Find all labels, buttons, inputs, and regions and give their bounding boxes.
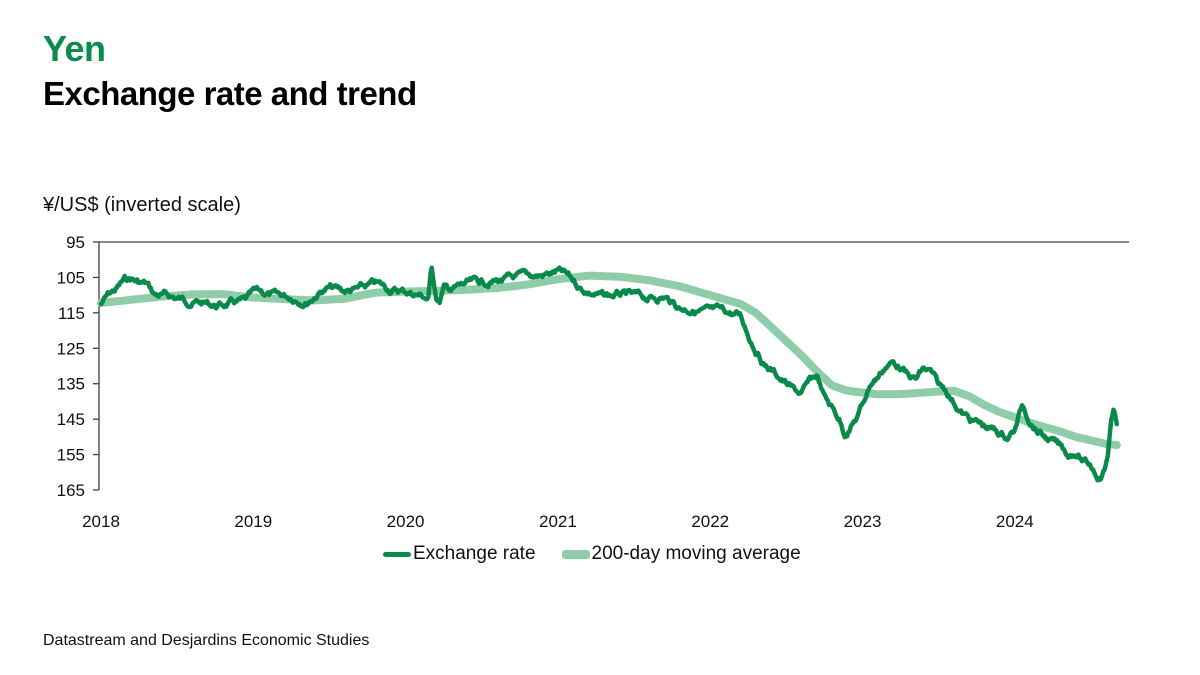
x-tick-label: 2021 (539, 512, 577, 531)
y-tick-label: 165 (57, 481, 85, 500)
x-tick-label: 2023 (844, 512, 882, 531)
x-tick-label: 2022 (691, 512, 729, 531)
source-note: Datastream and Desjardins Economic Studi… (43, 632, 370, 649)
legend-item-moving-average: 200-day moving average (561, 543, 801, 565)
chart-title-currency: Yen (43, 28, 106, 69)
y-tick-label: 105 (57, 268, 85, 287)
y-tick-label: 145 (57, 410, 85, 429)
y-tick-label: 115 (58, 304, 85, 323)
legend-swatch-exchange-rate (383, 551, 411, 557)
legend-label-exchange-rate: Exchange rate (413, 543, 536, 564)
y-tick-label: 135 (57, 375, 85, 394)
chart-subtitle: Exchange rate and trend (43, 75, 417, 112)
legend: Exchange rate 200-day moving average (383, 543, 827, 565)
y-tick-label: 95 (66, 233, 85, 252)
series-line-moving-average (97, 271, 1121, 449)
legend-label-moving-average: 200-day moving average (591, 543, 801, 564)
legend-swatch-moving-average (561, 549, 590, 559)
legend-item-exchange-rate: Exchange rate (383, 543, 536, 565)
y-tick-label: 125 (57, 339, 85, 358)
y-axis-label: ¥/US$ (inverted scale) (43, 194, 241, 216)
axes: 95 105 115 125 135 145 155 165 2018 2019 2020 2021 2… (57, 233, 1129, 531)
series-group (97, 265, 1121, 483)
x-tick-label: 2018 (82, 512, 120, 531)
series-line-exchange-rate (98, 265, 1120, 483)
y-tick-label: 155 (57, 446, 85, 465)
x-tick-label: 2024 (996, 512, 1034, 531)
x-tick-label: 2020 (387, 512, 425, 531)
x-tick-label: 2019 (234, 512, 272, 531)
